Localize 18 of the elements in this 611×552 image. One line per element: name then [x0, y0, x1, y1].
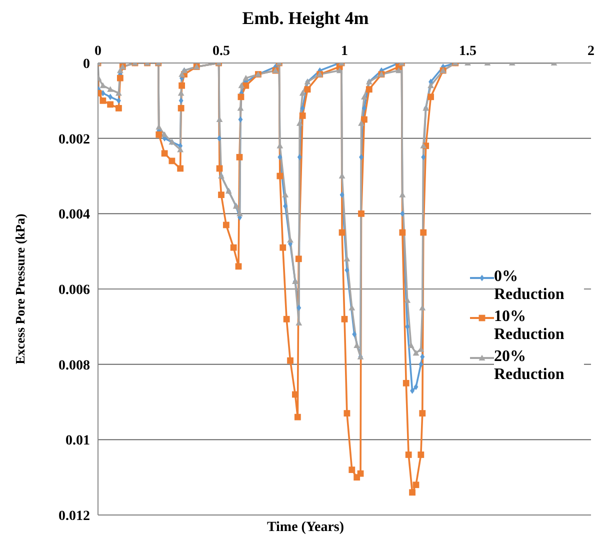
y-tick-label: 0.01 — [66, 434, 90, 449]
y-tick-label: 0 — [83, 56, 90, 72]
chart-title: Emb. Height 4m — [241, 8, 370, 30]
y-tick-label: 0.012 — [58, 508, 90, 524]
x-tick-label: 2 — [588, 44, 594, 59]
y-tick-label: 0.002 — [58, 132, 90, 148]
legend-label: 0% Reduction — [494, 268, 584, 304]
x-tick-label: 1 — [341, 44, 348, 59]
y-tick-label: 0.008 — [58, 358, 90, 374]
x-tick-label: 1.5 — [459, 44, 476, 59]
x-axis-title: Time (Years) — [266, 520, 344, 535]
y-tick-label: 0.004 — [58, 208, 90, 223]
y-axis-title: Excess Pore Pressure (kPa) — [12, 214, 28, 364]
x-tick-label: 0 — [94, 44, 102, 59]
legend-label: 10% Reduction — [494, 308, 584, 344]
x-tick-label: 0.5 — [212, 44, 230, 59]
legend-label: 20% Reduction — [494, 348, 584, 384]
y-tick-label: 0.006 — [58, 282, 90, 298]
